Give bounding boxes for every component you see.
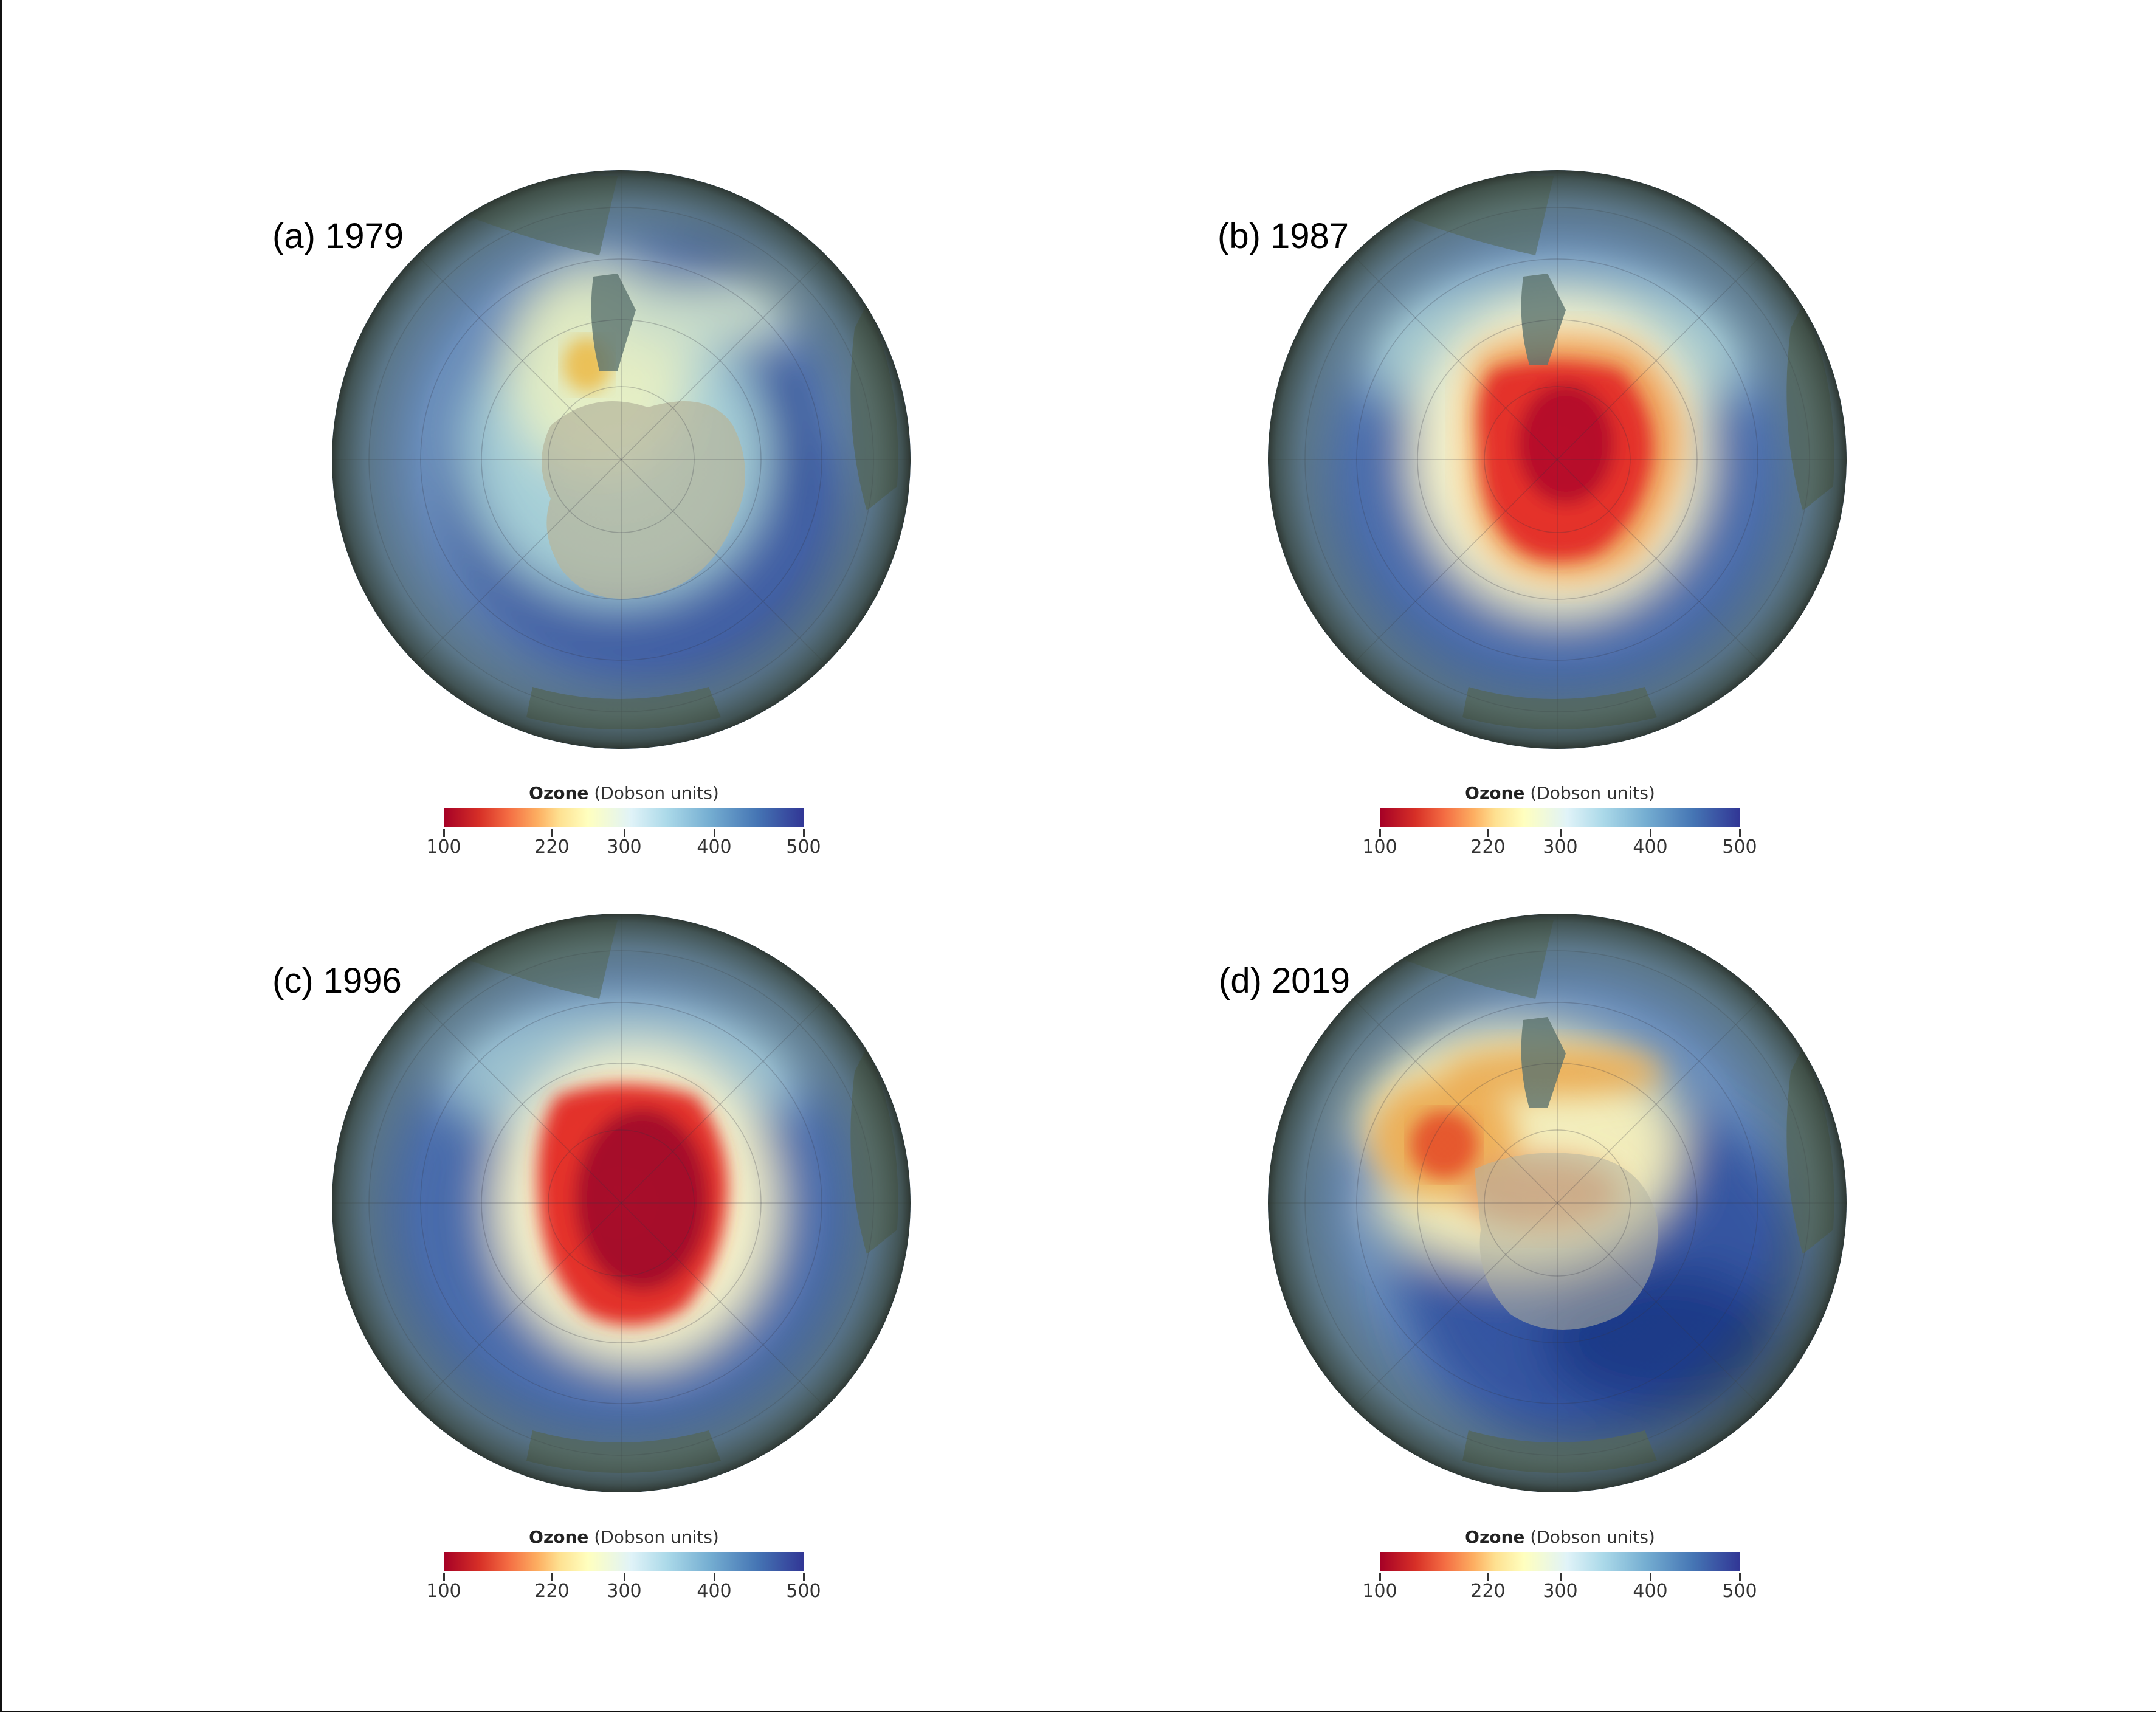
- tick-label: 220: [1470, 836, 1506, 858]
- tick-label: 100: [1362, 1580, 1397, 1602]
- colorbar-title: Ozone (Dobson units): [529, 1527, 719, 1547]
- tick-label: 300: [1543, 836, 1578, 858]
- colorbar-gradient: [444, 808, 804, 827]
- colorbar-title: Ozone (Dobson units): [1465, 783, 1655, 803]
- tick-label: 400: [697, 1580, 732, 1602]
- tick-label: 100: [1362, 836, 1397, 858]
- tick-label: 400: [1633, 1580, 1668, 1602]
- tick-label: 100: [426, 1580, 461, 1602]
- colorbar-gradient: [444, 1552, 804, 1571]
- tick-label: 100: [426, 836, 461, 858]
- colorbar-title: Ozone (Dobson units): [529, 783, 719, 803]
- tick-label: 500: [1722, 836, 1757, 858]
- panel-label-c: (c) 1996: [272, 961, 402, 1001]
- ozone-map-1987: [1268, 170, 1847, 749]
- tick-label: 300: [607, 836, 642, 858]
- tick-label: 500: [1722, 1580, 1757, 1602]
- tick-label: 500: [786, 1580, 821, 1602]
- tick-label: 400: [697, 836, 732, 858]
- tick-label: 220: [534, 836, 570, 858]
- tick-label: 220: [1470, 1580, 1506, 1602]
- panel-label-a: (a) 1979: [272, 216, 404, 256]
- ozone-map-1996: [332, 914, 911, 1492]
- tick-label: 300: [1543, 1580, 1578, 1602]
- tick-label: 400: [1633, 836, 1668, 858]
- ozone-map-1979: [332, 170, 911, 749]
- ozone-map-2019: [1268, 914, 1847, 1492]
- colorbar-title: Ozone (Dobson units): [1465, 1527, 1655, 1547]
- panel-label-b: (b) 1987: [1217, 216, 1349, 256]
- tick-label: 220: [534, 1580, 570, 1602]
- tick-label: 500: [786, 836, 821, 858]
- panel-label-d: (d) 2019: [1219, 961, 1351, 1001]
- colorbar-gradient: [1380, 808, 1740, 827]
- colorbar-gradient: [1380, 1552, 1740, 1571]
- tick-label: 300: [607, 1580, 642, 1602]
